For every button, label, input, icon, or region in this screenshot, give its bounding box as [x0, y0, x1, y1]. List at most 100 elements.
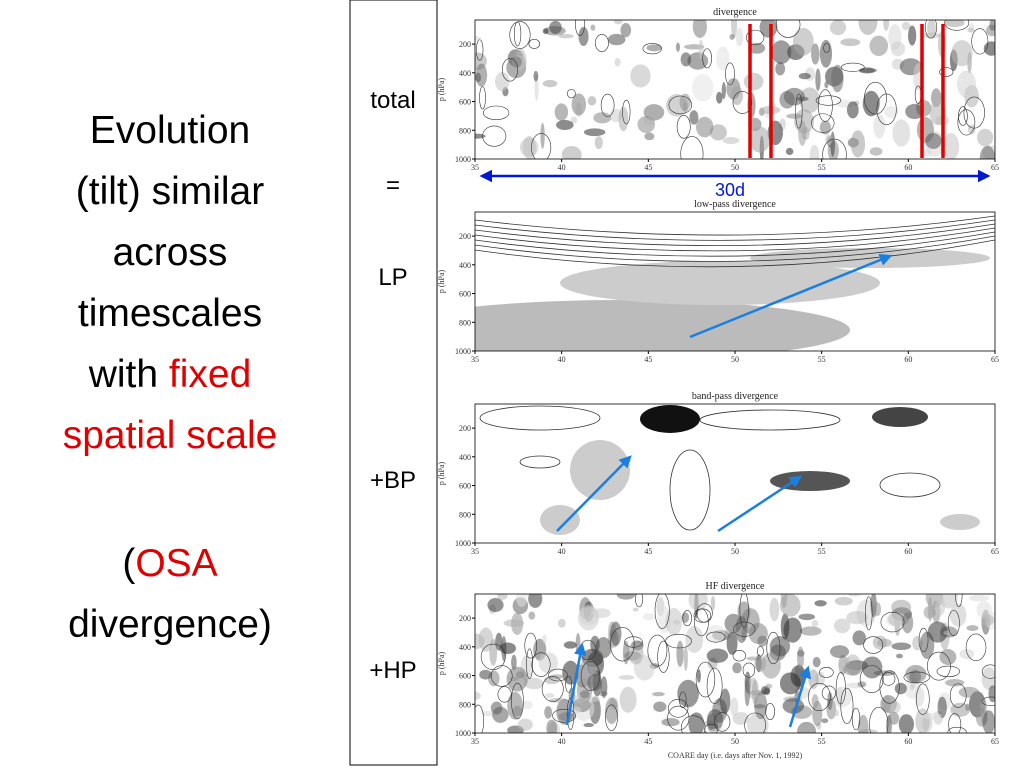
contour — [509, 21, 531, 49]
contour — [497, 686, 512, 703]
contour — [879, 472, 941, 498]
contour — [642, 43, 662, 55]
shade — [761, 652, 781, 679]
shade — [779, 594, 801, 617]
shade — [888, 711, 900, 725]
shade — [628, 641, 644, 665]
contour — [732, 650, 747, 662]
x-tick-label: 40 — [558, 355, 566, 364]
shade — [748, 42, 766, 54]
contour — [680, 136, 704, 159]
shade — [716, 46, 730, 71]
plot-area — [475, 20, 995, 159]
tilt-arrow — [717, 475, 803, 533]
shade — [510, 56, 522, 68]
shade — [757, 635, 768, 647]
contour — [924, 20, 937, 39]
shade — [479, 669, 492, 680]
shade — [590, 635, 600, 654]
shade — [844, 656, 850, 666]
shade — [632, 607, 639, 612]
x-tick-label: 50 — [731, 547, 739, 556]
x-tick-label: 55 — [818, 737, 826, 746]
contour — [823, 43, 830, 53]
shade — [561, 145, 582, 159]
contour — [694, 608, 709, 637]
contour — [511, 682, 524, 720]
shade — [558, 618, 566, 628]
contour — [808, 682, 831, 711]
shade — [487, 598, 504, 613]
contour — [733, 621, 756, 637]
contour — [766, 631, 781, 665]
shade — [524, 677, 544, 690]
shade — [925, 132, 942, 149]
shade — [857, 714, 869, 733]
x-tick-label: 45 — [644, 547, 652, 556]
x-tick-label: 55 — [818, 163, 826, 172]
contour — [475, 231, 995, 257]
contour — [965, 633, 987, 662]
x-tick-label: 55 — [818, 355, 826, 364]
contour — [647, 634, 668, 667]
shade — [922, 148, 932, 158]
shade — [988, 685, 995, 703]
shade — [672, 619, 681, 625]
contour — [840, 62, 865, 72]
shade — [966, 625, 979, 631]
contour — [567, 89, 576, 99]
contour — [475, 235, 995, 262]
shade — [644, 132, 655, 141]
x-tick-label: 65 — [991, 737, 999, 746]
x-tick-label: 35 — [471, 355, 479, 364]
x-tick-label: 55 — [818, 547, 826, 556]
shade — [732, 662, 742, 674]
shade — [675, 42, 681, 52]
line: divergence) — [68, 603, 272, 646]
shade — [558, 34, 574, 39]
shade — [609, 621, 622, 646]
shade — [538, 652, 559, 674]
shade — [542, 28, 549, 35]
panel-title: low-pass divergence — [694, 199, 776, 210]
shade — [951, 40, 973, 67]
shade — [989, 20, 995, 31]
shade — [546, 719, 558, 733]
shade — [797, 721, 817, 733]
contour — [706, 631, 726, 643]
annotation: 30d — [715, 180, 745, 200]
shade — [640, 405, 700, 433]
shade — [905, 664, 927, 684]
shade — [618, 675, 635, 680]
shade — [940, 514, 980, 530]
contour — [552, 708, 576, 723]
shade — [593, 112, 612, 124]
shade — [544, 693, 555, 699]
contour — [566, 697, 575, 730]
contour — [679, 691, 687, 709]
contour — [676, 114, 691, 139]
shade — [560, 261, 880, 305]
contour — [600, 93, 615, 117]
shade — [814, 600, 827, 607]
shade — [578, 26, 589, 47]
shade — [475, 300, 850, 351]
shade — [976, 600, 992, 619]
shade — [619, 686, 637, 713]
shade — [590, 24, 596, 31]
contour — [725, 62, 735, 86]
shade — [771, 40, 792, 65]
contour — [859, 665, 884, 693]
contour — [575, 20, 585, 36]
shade — [475, 691, 481, 700]
y-tick-label: 800 — [459, 126, 471, 135]
shade — [858, 20, 878, 35]
x-tick-label: 50 — [731, 163, 739, 172]
shade — [907, 25, 917, 46]
contour — [594, 34, 609, 52]
shade — [846, 611, 868, 625]
shade — [587, 674, 602, 692]
shade — [883, 694, 892, 713]
shade — [798, 613, 816, 621]
